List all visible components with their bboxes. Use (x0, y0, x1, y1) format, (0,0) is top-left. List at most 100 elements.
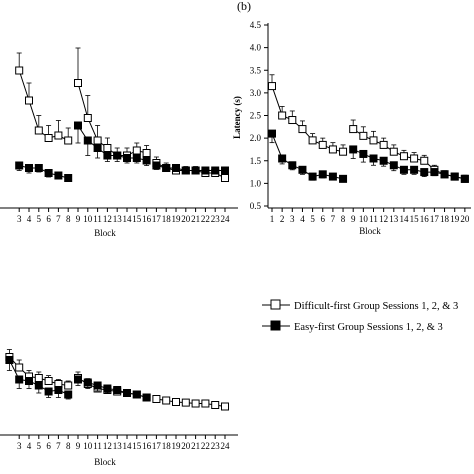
x-tick-label: 7 (56, 214, 61, 224)
data-point-filled (162, 164, 171, 172)
data-point-open (83, 114, 92, 122)
x-tick-label: 3 (17, 214, 22, 224)
data-point-filled (410, 165, 419, 174)
data-point-open (15, 66, 24, 75)
x-tick-label: 9 (351, 214, 356, 224)
data-point-open (34, 126, 43, 135)
data-point-filled (142, 156, 151, 165)
data-point-filled (399, 165, 408, 174)
data-point-filled (74, 121, 82, 130)
data-point-open (172, 398, 180, 406)
data-point-filled (339, 174, 348, 183)
data-point-filled (25, 164, 33, 172)
data-point-filled (278, 154, 287, 163)
y-tick-label: 4.5 (250, 20, 262, 30)
data-point-filled (369, 154, 378, 163)
x-tick-label: 9 (76, 441, 81, 451)
x-tick-label: 3 (290, 214, 295, 224)
x-tick-label: 5 (37, 214, 42, 224)
legend: Difficult-first Group Sessions 1, 2, & 3… (262, 299, 458, 333)
data-point-filled (181, 166, 190, 175)
data-point-filled (152, 161, 161, 170)
x-tick-label: 8 (66, 214, 71, 224)
data-point-filled (420, 168, 429, 177)
data-point-filled (34, 381, 43, 390)
data-point-filled (64, 390, 73, 399)
x-tick-label: 12 (103, 441, 112, 451)
x-tick-label: 1 (270, 214, 275, 224)
x-tick-label: 16 (142, 441, 152, 451)
data-point-filled (103, 384, 112, 393)
data-point-open (349, 125, 358, 134)
x-tick-label: 14 (399, 214, 409, 224)
data-point-filled (142, 393, 151, 402)
y-tick-label: 1.0 (250, 178, 262, 188)
data-point-open (288, 116, 297, 125)
x-tick-label: 19 (172, 214, 182, 224)
x-tick-label: 18 (162, 214, 172, 224)
data-point-filled (440, 170, 449, 179)
x-axis-title: Block (359, 226, 381, 236)
y-tick-label: 4.0 (250, 43, 262, 53)
data-point-filled (83, 378, 92, 387)
data-point-open (298, 125, 307, 134)
data-point-filled (83, 136, 92, 145)
x-tick-label: 11 (93, 214, 102, 224)
data-point-open (162, 396, 171, 405)
data-point-open (221, 402, 229, 411)
x-tick-label: 13 (113, 441, 123, 451)
x-tick-label: 19 (450, 214, 460, 224)
x-tick-label: 23 (211, 441, 221, 451)
x-tick-label: 10 (83, 441, 93, 451)
data-point-open (399, 152, 408, 161)
data-point-open (379, 140, 388, 149)
x-tick-label: 10 (83, 214, 93, 224)
data-point-open (278, 111, 287, 120)
data-point-filled (379, 156, 388, 165)
y-tick-label: 2.5 (250, 111, 262, 121)
x-tick-label: 24 (221, 441, 231, 451)
data-point-filled (359, 149, 368, 158)
legend-label-easy: Easy-first Group Sessions 1, 2, & 3 (294, 322, 443, 333)
y-tick-label: 3.0 (250, 88, 262, 98)
data-point-filled (132, 154, 141, 162)
data-point-filled (318, 170, 327, 179)
x-tick-label: 16 (420, 214, 430, 224)
data-point-filled (64, 174, 73, 182)
series-line (18, 70, 69, 141)
data-point-open (25, 96, 33, 105)
data-point-open (44, 134, 53, 142)
y-tick-label: 0.5 (250, 201, 262, 211)
x-tick-label: 23 (211, 214, 221, 224)
x-tick-label: 5 (310, 214, 315, 224)
data-point-filled (25, 377, 33, 385)
x-tick-label: 16 (142, 214, 152, 224)
x-tick-label: 8 (341, 214, 346, 224)
legend-marker-difficult (270, 299, 281, 310)
panel-b-chart: 1 2 3 4 5 6 7 8 9 10 11 12 13 14 15 16 17 18 19 20Block0.51… (232, 20, 471, 236)
data-point-filled (93, 144, 102, 152)
data-point-open (74, 79, 82, 87)
x-tick-label: 4 (300, 214, 305, 224)
x-tick-label: 13 (113, 214, 123, 224)
data-point-open (328, 145, 337, 154)
data-point-filled (44, 387, 53, 396)
x-tick-label: 18 (162, 441, 172, 451)
x-tick-label: 17 (430, 214, 440, 224)
x-axis-title: Block (94, 457, 116, 467)
x-tick-label: 22 (201, 214, 210, 224)
x-tick-label: 15 (132, 214, 142, 224)
data-point-open (420, 156, 429, 165)
data-point-open (369, 136, 378, 145)
data-point-filled (298, 165, 307, 174)
data-point-open (268, 82, 276, 91)
data-point-open (93, 136, 102, 145)
x-tick-label: 24 (221, 214, 231, 224)
data-point-filled (308, 172, 317, 181)
data-point-filled (74, 375, 82, 384)
y-tick-label: 1.5 (250, 156, 262, 166)
data-point-filled (5, 356, 14, 364)
panel-b-label: (b) (237, 0, 251, 13)
data-point-filled (15, 161, 24, 170)
data-point-open (339, 147, 348, 156)
